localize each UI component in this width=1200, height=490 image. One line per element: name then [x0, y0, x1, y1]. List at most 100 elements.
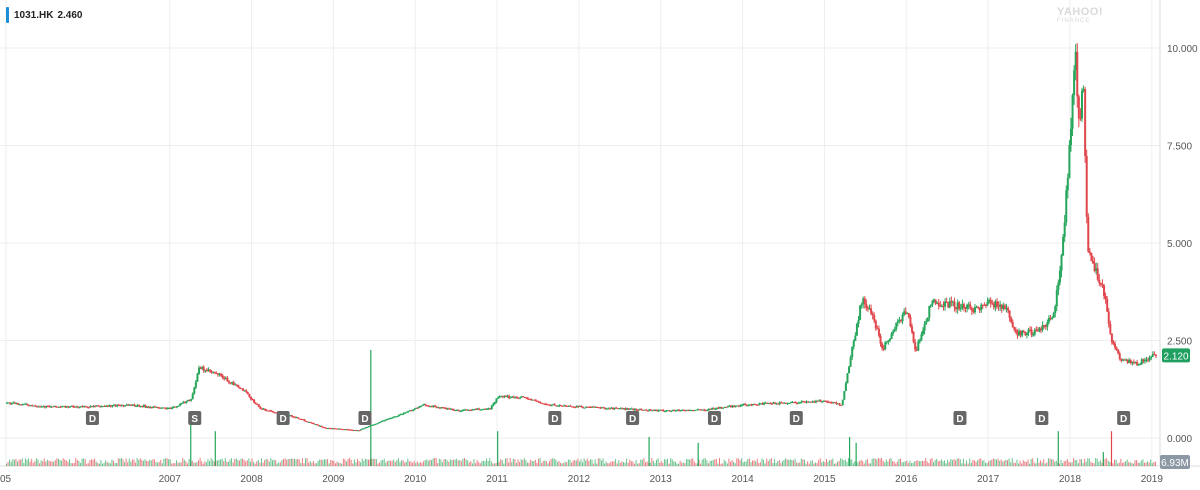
candle-body [950, 301, 953, 303]
candle-body [936, 302, 939, 304]
volume-bar [841, 459, 843, 466]
volume-bar [364, 458, 366, 466]
candle-body [1147, 359, 1150, 361]
candle-body [690, 410, 693, 412]
volume-bar [802, 459, 804, 466]
volume-bar [216, 460, 218, 466]
candle-body [177, 405, 180, 407]
volume-bar [1102, 452, 1104, 466]
volume-bar [193, 462, 195, 466]
volume-bar [544, 460, 546, 466]
candle-body [119, 405, 122, 407]
volume-bar [319, 459, 321, 466]
candle-body [975, 307, 978, 309]
candle-body [147, 406, 150, 408]
candle-body [723, 406, 726, 408]
candle-body [646, 410, 649, 412]
candle-body [391, 417, 394, 419]
volume-bar [1030, 459, 1032, 466]
candle-body [495, 398, 498, 403]
volume-bar [276, 463, 278, 466]
candle-body [168, 408, 171, 410]
candle-body [289, 415, 292, 417]
volume-bar [955, 460, 957, 466]
volume-bar [342, 458, 344, 466]
candle-body [654, 409, 657, 411]
volume-bar [600, 460, 602, 466]
volume-bar [1084, 458, 1086, 466]
candle-body [903, 311, 906, 315]
volume-bar [969, 458, 971, 466]
candle-body [70, 405, 73, 407]
volume-bar [826, 458, 828, 466]
volume-bar [338, 462, 340, 466]
candle-body [692, 410, 695, 412]
volume-bar [800, 458, 802, 466]
volume-bar [662, 462, 664, 466]
chart-legend[interactable]: 1031.HK 2.460 [6, 6, 87, 24]
candle-body [882, 347, 885, 350]
volume-bar [519, 462, 521, 466]
volume-bar [188, 458, 190, 466]
candle-body [352, 430, 355, 432]
candle-body [689, 410, 692, 412]
candle-body [1033, 329, 1036, 335]
candle-body [577, 405, 580, 407]
candle-body [188, 399, 191, 401]
candle-body [316, 424, 319, 426]
event-marker-label: D [629, 414, 636, 425]
candle-body [229, 382, 232, 384]
volume-bar [100, 459, 102, 466]
candle-body [89, 406, 92, 408]
candle-body [358, 430, 361, 432]
volume-bar [997, 458, 999, 466]
candle-body [256, 403, 259, 405]
candle-body [350, 429, 353, 431]
volume-bar [589, 459, 591, 466]
candle-body [572, 406, 575, 408]
volume-bar [323, 459, 325, 466]
volume-bar [1038, 462, 1040, 466]
volume-bar [896, 461, 898, 466]
volume-label: 6.93M [1161, 458, 1189, 469]
volume-bar [1139, 462, 1141, 466]
volume-bar [528, 462, 530, 466]
volume-bar [171, 463, 173, 466]
candle-body [925, 321, 928, 325]
candle-body [183, 401, 186, 404]
candle-body [432, 405, 435, 407]
candle-body [1128, 360, 1131, 363]
candle-body [301, 419, 304, 421]
volume-bar [651, 458, 653, 466]
volume-bar [829, 460, 831, 466]
volume-bar [353, 459, 355, 466]
volume-bar [766, 458, 768, 466]
candle-body [561, 405, 564, 407]
candle-body [1025, 333, 1028, 335]
volume-bar [119, 458, 121, 466]
volume-bar [597, 458, 599, 466]
candle-body [973, 307, 976, 313]
candle-body [1065, 190, 1068, 223]
volume-bar [1005, 459, 1007, 466]
volume-bar [369, 459, 371, 466]
volume-bar [120, 457, 122, 466]
volume-bar [649, 462, 651, 466]
candle-body [224, 377, 227, 380]
candle-body [205, 370, 208, 372]
volume-bar [59, 460, 61, 466]
candle-body [741, 404, 744, 406]
volume-bar [911, 463, 913, 466]
candle-body [1109, 323, 1112, 334]
volume-bar [769, 459, 771, 466]
volume-bar [882, 460, 884, 466]
candle-body [593, 406, 596, 408]
candle-body [829, 402, 832, 404]
volume-bar [1069, 462, 1071, 466]
candle-body [234, 384, 237, 386]
x-tick-label: 05 [0, 474, 12, 485]
candle-body [706, 410, 709, 412]
candle-body [619, 408, 622, 410]
candle-body [865, 303, 868, 308]
